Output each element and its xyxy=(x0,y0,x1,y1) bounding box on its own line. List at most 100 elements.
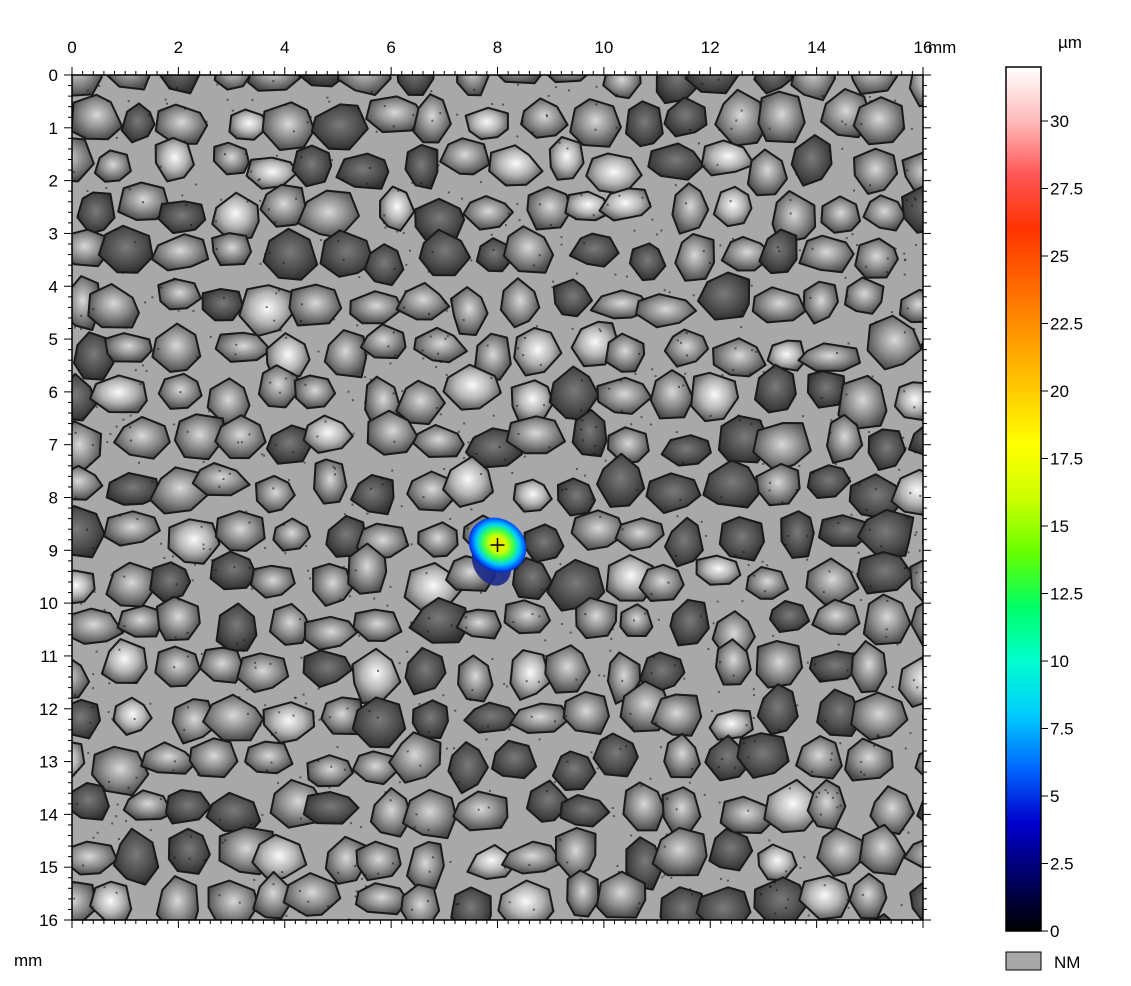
noise-speck xyxy=(373,597,376,600)
noise-speck xyxy=(656,233,659,236)
grain xyxy=(755,640,804,689)
noise-speck xyxy=(561,489,564,492)
noise-speck xyxy=(507,212,510,215)
noise-speck xyxy=(216,83,219,86)
noise-speck xyxy=(504,458,506,461)
grain xyxy=(250,564,296,599)
grain xyxy=(598,187,652,222)
noise-speck xyxy=(381,477,384,480)
noise-speck xyxy=(906,307,909,310)
grain xyxy=(344,918,353,920)
noise-speck xyxy=(386,604,389,607)
noise-speck xyxy=(218,894,221,897)
grain xyxy=(363,243,405,287)
noise-speck xyxy=(253,879,256,881)
noise-speck xyxy=(520,507,523,509)
grain xyxy=(412,423,465,458)
noise-speck xyxy=(389,799,392,802)
grain xyxy=(72,75,103,97)
y-tick-label: 8 xyxy=(49,489,58,508)
noise-speck xyxy=(491,492,494,495)
noise-speck xyxy=(342,566,345,568)
grain xyxy=(757,90,806,144)
noise-speck xyxy=(336,746,339,749)
noise-speck xyxy=(910,127,913,130)
noise-speck xyxy=(606,737,608,740)
noise-speck xyxy=(532,264,535,267)
noise-speck xyxy=(426,900,429,903)
noise-speck xyxy=(517,432,520,435)
grain xyxy=(564,190,613,222)
y-tick-label: 16 xyxy=(39,911,58,930)
noise-speck xyxy=(823,884,826,887)
grain xyxy=(654,939,711,970)
noise-speck xyxy=(571,327,574,330)
noise-speck xyxy=(172,769,175,772)
noise-speck xyxy=(745,724,748,727)
noise-speck xyxy=(173,423,176,426)
grain xyxy=(73,331,115,381)
noise-speck xyxy=(220,198,223,201)
noise-speck xyxy=(115,136,118,139)
noise-speck xyxy=(856,244,858,247)
noise-speck xyxy=(333,318,336,321)
noise-speck xyxy=(532,908,535,911)
noise-speck xyxy=(611,628,614,631)
noise-speck xyxy=(469,699,472,702)
grain xyxy=(695,886,752,920)
noise-speck xyxy=(427,617,430,620)
grain xyxy=(811,598,861,636)
noise-speck xyxy=(310,794,313,797)
noise-speck xyxy=(114,478,117,481)
not-measured-label: NM xyxy=(1054,953,1080,972)
grain xyxy=(488,144,544,187)
noise-speck xyxy=(366,353,369,356)
noise-speck xyxy=(740,326,743,329)
noise-speck xyxy=(606,203,609,206)
noise-speck xyxy=(98,448,101,450)
grain xyxy=(236,652,290,694)
noise-speck xyxy=(455,903,458,906)
grain xyxy=(909,881,923,920)
noise-speck xyxy=(591,497,594,500)
noise-speck xyxy=(400,505,403,508)
noise-speck xyxy=(95,650,98,653)
noise-speck xyxy=(655,721,658,724)
grain xyxy=(903,839,923,869)
noise-speck xyxy=(284,552,287,555)
noise-speck xyxy=(594,444,597,447)
noise-speck xyxy=(324,420,327,423)
noise-speck xyxy=(173,760,176,763)
noise-speck xyxy=(785,870,788,873)
noise-speck xyxy=(354,895,357,898)
noise-speck xyxy=(449,861,452,863)
noise-speck xyxy=(721,758,724,761)
noise-speck xyxy=(73,897,76,900)
noise-speck xyxy=(811,771,813,773)
grain xyxy=(806,464,852,499)
x-axis: 0 2 4 6 8 10 12 14 16 xyxy=(67,38,932,928)
noise-speck xyxy=(210,559,213,562)
noise-speck xyxy=(138,461,140,464)
noise-speck xyxy=(376,716,379,719)
grain xyxy=(112,827,160,886)
noise-speck xyxy=(421,91,424,94)
noise-speck xyxy=(293,696,296,699)
noise-speck xyxy=(435,366,438,368)
colorbar-tick-label: 20 xyxy=(1050,382,1069,401)
noise-speck xyxy=(788,787,791,790)
noise-speck xyxy=(747,809,750,812)
y-tick-label: 1 xyxy=(49,119,58,138)
noise-speck xyxy=(480,473,483,475)
noise-speck xyxy=(350,822,352,825)
noise-speck xyxy=(358,634,361,637)
noise-speck xyxy=(420,182,422,185)
noise-speck xyxy=(844,123,847,126)
noise-speck xyxy=(675,808,678,811)
grain xyxy=(575,596,618,640)
noise-speck xyxy=(116,803,119,806)
grain xyxy=(310,103,369,151)
noise-speck xyxy=(885,636,888,638)
noise-speck xyxy=(284,103,287,106)
noise-speck xyxy=(539,363,542,366)
